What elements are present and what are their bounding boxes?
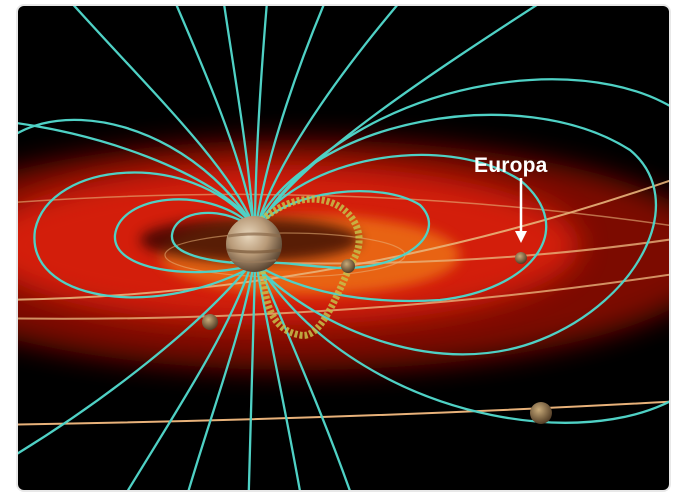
europa-label: Europa	[474, 154, 548, 177]
io-flux-tube	[258, 195, 363, 339]
ganymede-moon	[202, 314, 218, 330]
io-moon	[341, 259, 355, 273]
europa-moon	[515, 252, 527, 264]
arrow-down-icon	[515, 178, 527, 243]
orbit-paths	[18, 169, 669, 426]
callisto-moon	[530, 402, 552, 424]
jupiter-planet	[226, 216, 282, 272]
